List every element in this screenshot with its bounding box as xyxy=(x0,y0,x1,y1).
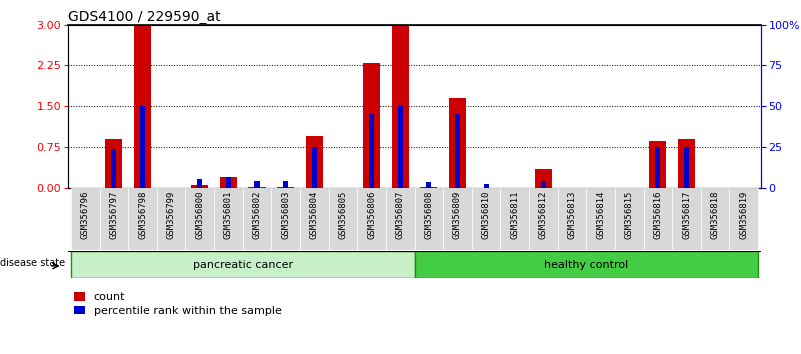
Bar xyxy=(421,187,437,188)
Bar xyxy=(243,188,272,250)
Bar xyxy=(501,188,529,250)
Bar xyxy=(655,147,661,188)
Text: GSM356817: GSM356817 xyxy=(682,191,691,239)
Bar xyxy=(248,187,266,188)
Bar xyxy=(71,188,99,250)
Text: GSM356809: GSM356809 xyxy=(453,191,462,239)
Bar xyxy=(397,106,403,188)
Bar xyxy=(277,187,294,188)
Bar xyxy=(105,139,123,188)
Bar xyxy=(586,188,615,250)
Bar xyxy=(730,188,758,250)
Text: GSM356797: GSM356797 xyxy=(110,191,119,239)
Bar xyxy=(226,177,231,188)
Text: GSM356814: GSM356814 xyxy=(596,191,605,239)
Text: GSM356811: GSM356811 xyxy=(510,191,519,239)
Bar xyxy=(386,188,414,250)
Text: disease state: disease state xyxy=(0,258,65,268)
Text: GSM356819: GSM356819 xyxy=(739,191,748,239)
Text: GSM356815: GSM356815 xyxy=(625,191,634,239)
Bar xyxy=(191,185,208,188)
Bar xyxy=(157,188,186,250)
Text: GSM356803: GSM356803 xyxy=(281,191,290,239)
Bar xyxy=(357,188,386,250)
Text: GDS4100 / 229590_at: GDS4100 / 229590_at xyxy=(68,10,221,24)
Bar xyxy=(472,188,501,250)
Bar xyxy=(455,114,460,188)
Text: GSM356798: GSM356798 xyxy=(138,191,147,239)
Bar xyxy=(615,188,643,250)
Bar xyxy=(111,149,116,188)
Text: GSM356807: GSM356807 xyxy=(396,191,405,239)
Bar xyxy=(306,136,323,188)
Bar xyxy=(219,177,237,188)
Bar xyxy=(272,188,300,250)
Text: healthy control: healthy control xyxy=(544,259,629,270)
Bar xyxy=(484,184,489,188)
Bar xyxy=(557,188,586,250)
Text: GSM356812: GSM356812 xyxy=(539,191,548,239)
Bar xyxy=(363,63,380,188)
Text: GSM356810: GSM356810 xyxy=(481,191,490,239)
Legend: count, percentile rank within the sample: count, percentile rank within the sample xyxy=(74,292,281,316)
Bar xyxy=(197,179,203,188)
Bar xyxy=(701,188,730,250)
Bar xyxy=(678,139,695,188)
Text: GSM356805: GSM356805 xyxy=(339,191,348,239)
Bar xyxy=(415,251,758,278)
Bar xyxy=(392,25,409,188)
Text: GSM356806: GSM356806 xyxy=(367,191,376,239)
Bar xyxy=(443,188,472,250)
Text: GSM356808: GSM356808 xyxy=(425,191,433,239)
Bar xyxy=(283,181,288,188)
Bar xyxy=(643,188,672,250)
Bar xyxy=(140,106,145,188)
Bar xyxy=(449,98,466,188)
Bar xyxy=(415,188,443,250)
Text: GSM356816: GSM356816 xyxy=(654,191,662,239)
Bar xyxy=(426,182,432,188)
Bar xyxy=(535,169,552,188)
Bar xyxy=(300,188,328,250)
Bar xyxy=(684,147,689,188)
Text: pancreatic cancer: pancreatic cancer xyxy=(193,259,293,270)
Bar xyxy=(672,188,701,250)
Bar xyxy=(650,142,666,188)
Bar xyxy=(255,181,260,188)
Bar xyxy=(312,147,317,188)
Bar xyxy=(186,188,214,250)
Text: GSM356796: GSM356796 xyxy=(81,191,90,239)
Bar xyxy=(328,188,357,250)
Text: GSM356818: GSM356818 xyxy=(710,191,719,239)
Text: GSM356813: GSM356813 xyxy=(567,191,577,239)
Text: GSM356802: GSM356802 xyxy=(252,191,262,239)
Bar xyxy=(369,114,374,188)
Text: GSM356804: GSM356804 xyxy=(310,191,319,239)
Bar xyxy=(214,188,243,250)
Text: GSM356801: GSM356801 xyxy=(224,191,233,239)
Bar xyxy=(128,188,157,250)
Bar xyxy=(71,251,415,278)
Bar xyxy=(541,181,546,188)
Text: GSM356800: GSM356800 xyxy=(195,191,204,239)
Bar xyxy=(134,25,151,188)
Bar xyxy=(529,188,557,250)
Text: GSM356799: GSM356799 xyxy=(167,191,175,239)
Bar xyxy=(99,188,128,250)
